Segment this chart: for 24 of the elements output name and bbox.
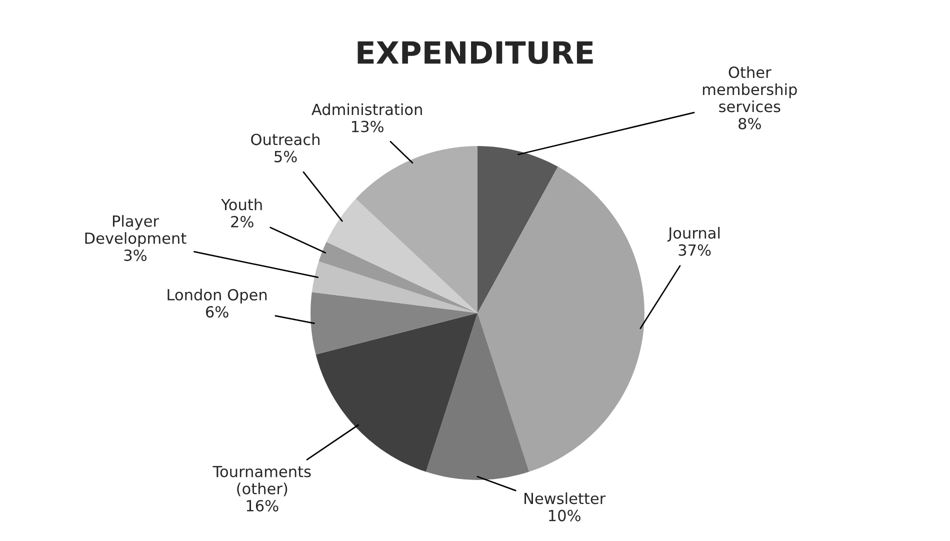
slice-label: Youth: [221, 198, 262, 210]
data-label: 3%: [124, 250, 147, 262]
data-label: 16%: [246, 500, 278, 512]
data-label: 5%: [274, 150, 297, 162]
data-label: 8%: [738, 118, 761, 130]
pie-slice: [318, 242, 478, 313]
slice-label: Administration: [312, 103, 422, 116]
slice-label: Tournaments (other): [212, 466, 311, 496]
pie-slice: [426, 312, 530, 480]
chart-title: EXPENDITURE: [358, 41, 593, 64]
slice-label: Newsletter: [524, 492, 606, 504]
pie-slice: [478, 146, 558, 313]
data-label: 10%: [549, 510, 580, 522]
slice-label: Player Development: [85, 215, 186, 247]
pie-slice: [310, 292, 478, 355]
slice-label: Journal: [667, 226, 720, 242]
data-label: 37%: [678, 244, 711, 256]
data-label: 2%: [231, 216, 254, 228]
pie-slice: [316, 312, 478, 472]
slice-label: Other membership services: [702, 66, 797, 112]
data-label: 6%: [206, 306, 228, 318]
slice-label: Outreach: [251, 133, 320, 146]
slice-label: London Open: [168, 288, 267, 304]
data-label: 13%: [352, 120, 384, 132]
